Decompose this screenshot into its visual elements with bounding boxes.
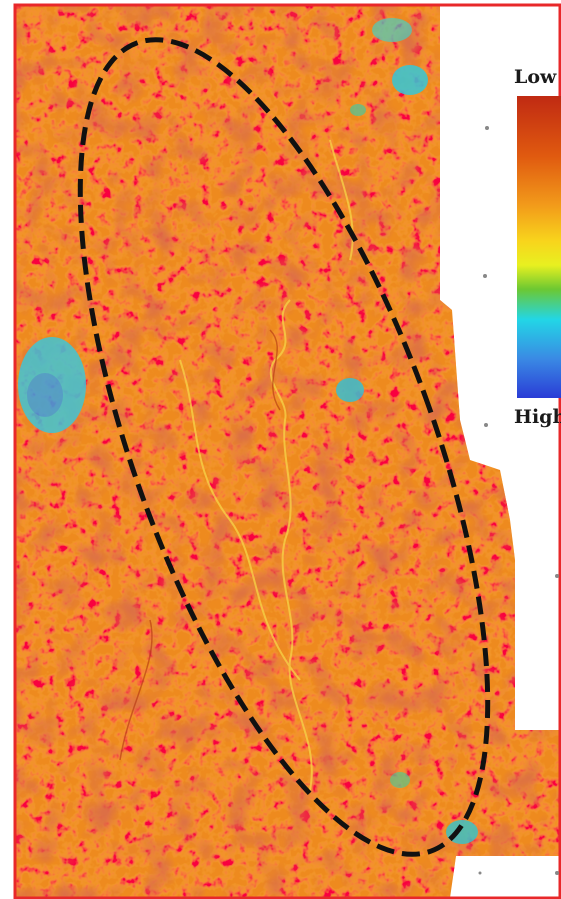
legend-color-bar (517, 96, 561, 398)
axis-tick-dots (478, 126, 559, 875)
drainage-lines (179, 139, 354, 791)
legend-low-label: Low (514, 66, 557, 88)
map-border (13, 3, 561, 899)
high-value-patches (18, 18, 478, 844)
legend-high-label: High (514, 406, 561, 428)
